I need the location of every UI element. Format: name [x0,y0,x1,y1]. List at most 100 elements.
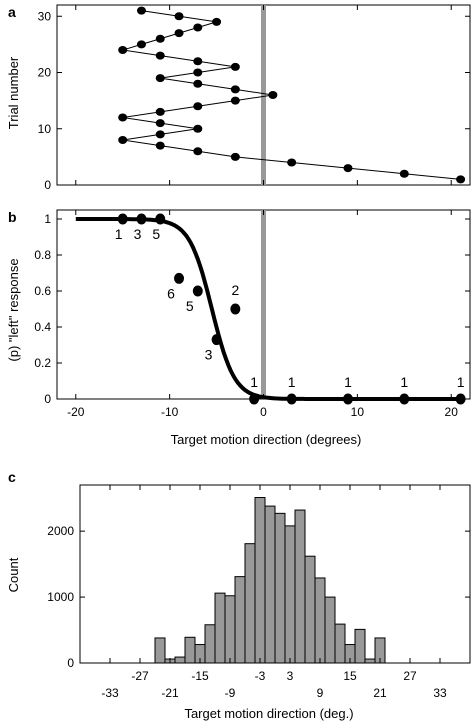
panel-a-trial-point [155,119,165,128]
panel-c-histogram-bar [274,512,286,664]
panel-b-xtick-label: -20 [67,405,85,419]
panel-c-histogram-bar [334,623,346,664]
panel-b-point-count-label: 1 [288,374,296,390]
panel-a-trial-point [230,85,240,94]
panel-a-trial-point [155,34,165,43]
panel-c-histogram-bar [294,509,306,664]
panel-b-point-count-label: 5 [152,226,160,242]
panel-c-histogram-bar [174,656,186,664]
panel-a-ytick-label: 30 [38,9,52,23]
panel-c-xlabel: Target motion direction (deg.) [184,706,353,721]
panel-b-data-point [249,393,260,405]
panel-c-xtick-label: -21 [161,686,179,700]
panel-a-trial-point [155,51,165,60]
panel-c-xtick-label: 9 [317,686,324,700]
panel-a: a Trial number 0 10 20 30 [6,4,471,192]
panel-label-b: b [8,209,17,225]
panel-a-trial-point [230,152,240,161]
panel-c-xtick-label: -9 [225,686,236,700]
panel-c-histogram-bar [264,505,276,664]
panel-c-histogram-bar [284,525,296,664]
panel-a-trial-point [136,6,146,15]
panel-b-point-count-label: 1 [250,374,258,390]
panel-c-xtick-label: -27 [131,669,149,683]
panel-a-trial-point [193,68,203,77]
panel-a-trial-point [155,130,165,139]
panel-a-trial-point [118,46,128,54]
panel-b-point-count-label: 1 [115,226,123,242]
panel-b-ylabel: (p) "left" response [6,258,21,361]
panel-a-trial-point [230,96,240,105]
panel-b-data-point [192,285,203,297]
panel-b: b (p) "left" response Target motion dire… [6,209,471,447]
panel-b-point-count-label: 6 [167,285,175,301]
panel-c-histogram-bar [314,577,326,664]
panel-a-ylabel: Trial number [6,56,21,129]
panel-a-ytick-label: 20 [38,66,52,80]
panel-b-ytick-label: 0.8 [34,248,51,262]
panel-b-ytick-label: 0.4 [34,320,51,334]
panel-c-histogram-bar [204,624,216,664]
panel-b-xlabel: Target motion direction (degrees) [171,432,362,447]
panel-b-data-point [455,393,466,405]
panel-c-histogram-bar [184,636,196,664]
panel-a-trial-point [230,62,240,71]
panel-a-trial-point [287,158,297,167]
panel-b-data-point [174,272,185,284]
panel-label-a: a [8,4,16,20]
panel-b-data-point [136,213,147,225]
panel-a-trial-point [155,107,165,116]
panel-b-ytick-label: 1 [44,212,51,226]
panel-c-xtick-label: 21 [373,686,387,700]
panel-b-point-count-label: 3 [134,226,142,242]
panel-a-trial-point [193,147,203,156]
panel-a-trial-point [399,169,409,178]
panel-b-ytick-label: 0.2 [34,356,51,370]
panel-b-point-count-label: 5 [186,298,194,314]
panel-b-xtick-label: 10 [351,405,365,419]
panel-b-point-count-label: 3 [205,347,213,363]
panel-a-trial-point [193,79,203,88]
panel-c-histogram-bar [224,595,236,664]
panel-c-histogram-bar [244,543,256,664]
panel-b-xtick-label: 0 [260,405,267,419]
panel-a-ytick-label: 10 [38,122,52,136]
panel-c-ytick-label: 0 [67,656,74,670]
panel-a-trial-point [136,40,146,49]
panel-b-ytick-label: 0.6 [34,284,51,298]
panel-c-histogram-bar [364,658,376,664]
panel-a-trial-point [193,57,203,66]
panel-a-trial-point [193,102,203,111]
panel-c-xtick-label: 33 [433,686,447,700]
panel-c-histogram-bar [214,592,226,664]
panel-a-trial-point [174,29,184,38]
panel-c-histogram-bar [324,596,336,664]
panel-b-data-point [399,393,410,405]
panel-b-data-point [211,334,222,346]
panel-a-trial-point [155,141,165,150]
panel-b-point-count-label: 2 [231,282,239,298]
panel-a-trial-point [193,124,203,133]
panel-b-data-point [155,213,166,225]
panel-c-histogram-bar [154,637,166,664]
panel-c-histogram-bar [234,576,246,664]
panel-a-trial-point [118,136,128,144]
panel-c-xtick-label: 27 [403,669,417,683]
panel-a-trial-point [212,17,222,26]
panel-a-trial-path [122,10,461,180]
panel-b-xtick-label: -10 [161,405,179,419]
panel-c-histogram-bar [354,628,366,664]
panel-b-point-count-label: 1 [457,374,465,390]
panel-b-data-point [117,213,128,225]
panel-c-ytick-label: 1000 [47,590,74,604]
panel-c-xtick-label: 3 [287,669,294,683]
panel-c-ylabel: Count [6,557,21,592]
panel-b-point-count-label: 1 [400,374,408,390]
panel-a-trial-point [456,175,466,184]
panel-c-xtick-label: -15 [191,669,209,683]
panel-b-fit-curve [75,217,461,401]
panel-b-point-count-label: 1 [344,374,352,390]
